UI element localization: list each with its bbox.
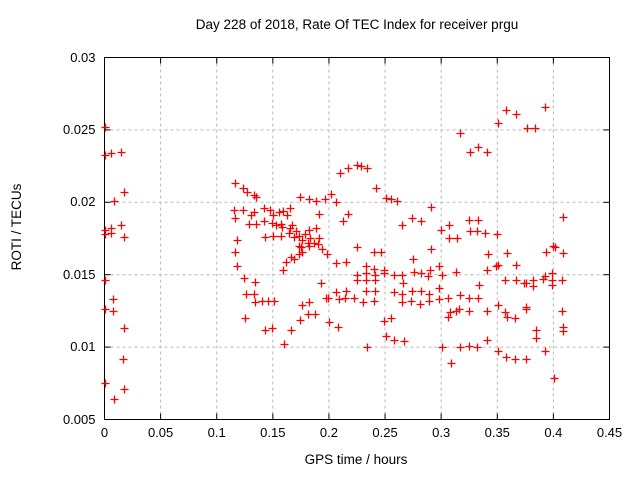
y-axis-label: ROTI / TECUs xyxy=(9,183,24,271)
x-tick-label: 0.15 xyxy=(260,425,286,440)
x-tick-label: 0.05 xyxy=(147,425,174,440)
y-tick-label: 0.005 xyxy=(62,411,96,427)
y-tick-label: 0.03 xyxy=(70,49,96,65)
x-tick-label: 0.35 xyxy=(484,425,510,440)
x-tick-label: 0.45 xyxy=(596,425,623,440)
y-tick-label: 0.015 xyxy=(62,266,96,282)
x-tick-label: 0.25 xyxy=(372,425,398,440)
chart-title: Day 228 of 2018, Rate Of TEC Index for r… xyxy=(195,17,519,32)
x-tick-label: 0.4 xyxy=(544,425,563,440)
x-tick-label: 0.1 xyxy=(207,425,226,440)
x-tick-label: 0.2 xyxy=(319,425,338,440)
x-axis-label: GPS time / hours xyxy=(304,452,408,467)
y-tick-label: 0.02 xyxy=(70,194,96,210)
x-tick-label: 0.3 xyxy=(432,425,451,440)
x-tick-label: 0 xyxy=(100,425,109,440)
y-tick-label: 0.025 xyxy=(62,121,96,137)
y-tick-label: 0.01 xyxy=(70,339,96,355)
